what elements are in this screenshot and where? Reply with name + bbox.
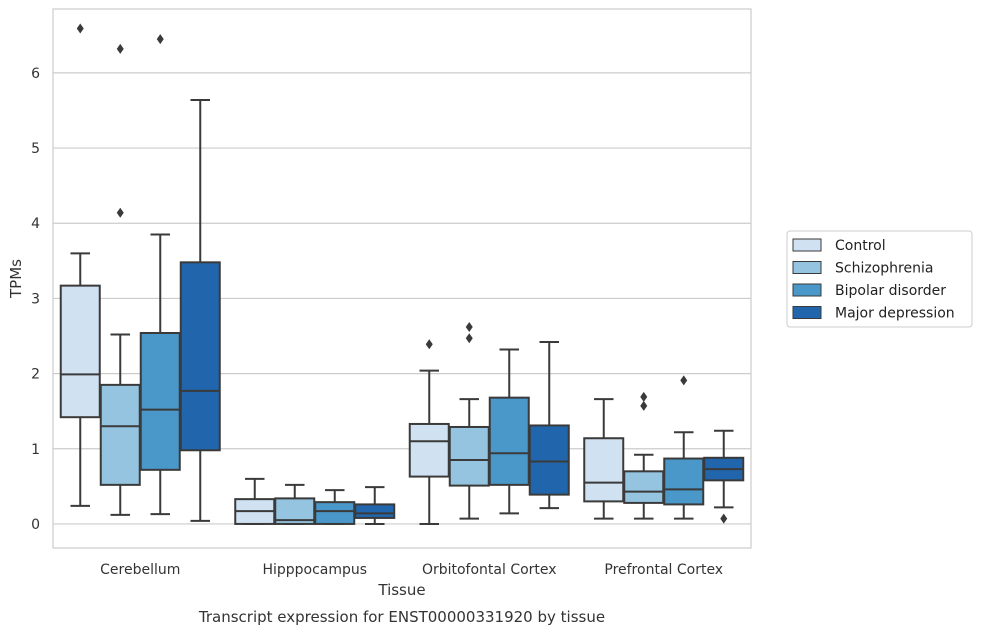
boxes bbox=[59, 23, 745, 525]
outlier-point bbox=[720, 513, 728, 524]
y-tick-label: 0 bbox=[31, 517, 40, 533]
box-0-2 bbox=[139, 34, 181, 516]
outlier-point bbox=[640, 400, 648, 411]
legend-swatch bbox=[792, 238, 822, 252]
outlier-point bbox=[680, 375, 688, 386]
y-tick-label: 6 bbox=[31, 66, 40, 82]
y-tick-label: 4 bbox=[31, 216, 40, 232]
legend-label: Bipolar disorder bbox=[835, 283, 946, 299]
x-axis-title: Tissue bbox=[377, 581, 425, 599]
y-axis-title: TPMs bbox=[7, 259, 25, 299]
box-body bbox=[59, 284, 101, 419]
box-body bbox=[99, 383, 141, 486]
outlier-point bbox=[116, 207, 124, 218]
x-tick-label: Prefrontal Cortex bbox=[604, 562, 723, 578]
y-tick-label: 1 bbox=[31, 442, 40, 458]
chart-caption: Transcript expression for ENST0000033192… bbox=[198, 608, 605, 626]
box-body bbox=[488, 396, 530, 486]
box-body bbox=[354, 503, 396, 519]
legend-swatch bbox=[792, 283, 822, 297]
outlier-point bbox=[640, 391, 648, 402]
outlier-point bbox=[156, 34, 164, 45]
y-tick-label: 5 bbox=[31, 141, 40, 157]
x-tick-label: Cerebellum bbox=[100, 562, 180, 578]
box-3-3 bbox=[703, 429, 745, 524]
outlier-point bbox=[465, 333, 473, 344]
box-body bbox=[139, 332, 181, 471]
legend-swatch bbox=[792, 306, 822, 319]
y-tick-labels: 0 1 2 3 4 5 6 bbox=[31, 66, 40, 533]
box-1-3 bbox=[354, 486, 396, 525]
box-2-1 bbox=[448, 321, 490, 520]
box-body bbox=[314, 501, 356, 525]
legend-frame bbox=[786, 230, 973, 328]
box-body bbox=[623, 470, 665, 504]
box-3-0 bbox=[583, 398, 625, 520]
legend-label: Major depression bbox=[835, 306, 955, 322]
box-2-2 bbox=[488, 348, 530, 515]
legend-swatch bbox=[792, 261, 822, 274]
x-tick-label: Hipppocampus bbox=[262, 562, 367, 578]
box-0-1 bbox=[99, 43, 141, 516]
y-tick-label: 3 bbox=[31, 291, 40, 307]
box-body bbox=[448, 425, 490, 487]
x-tick-label: Orbitofontal Cortex bbox=[422, 562, 557, 578]
outlier-point bbox=[116, 43, 124, 54]
box-body bbox=[528, 424, 570, 496]
box-body bbox=[179, 261, 221, 452]
box-body bbox=[663, 457, 705, 506]
box-body bbox=[583, 437, 625, 503]
box-2-3 bbox=[528, 341, 570, 510]
box-3-2 bbox=[663, 375, 705, 520]
x-tick-labels: Cerebellum Hipppocampus Orbitofontal Corte… bbox=[100, 562, 723, 578]
box-0-0 bbox=[59, 23, 101, 507]
box-2-0 bbox=[408, 339, 450, 525]
box-0-3 bbox=[179, 98, 221, 522]
legend-label: Schizophrenia bbox=[835, 261, 933, 277]
outlier-point bbox=[465, 321, 473, 332]
legend-label: Control bbox=[835, 238, 886, 254]
outlier-point bbox=[425, 339, 433, 350]
y-tick-label: 2 bbox=[31, 367, 40, 383]
legend: Control Schizophrenia Bipolar disorder Majo… bbox=[786, 230, 973, 328]
box-body bbox=[408, 422, 450, 478]
outlier-point bbox=[76, 23, 84, 34]
